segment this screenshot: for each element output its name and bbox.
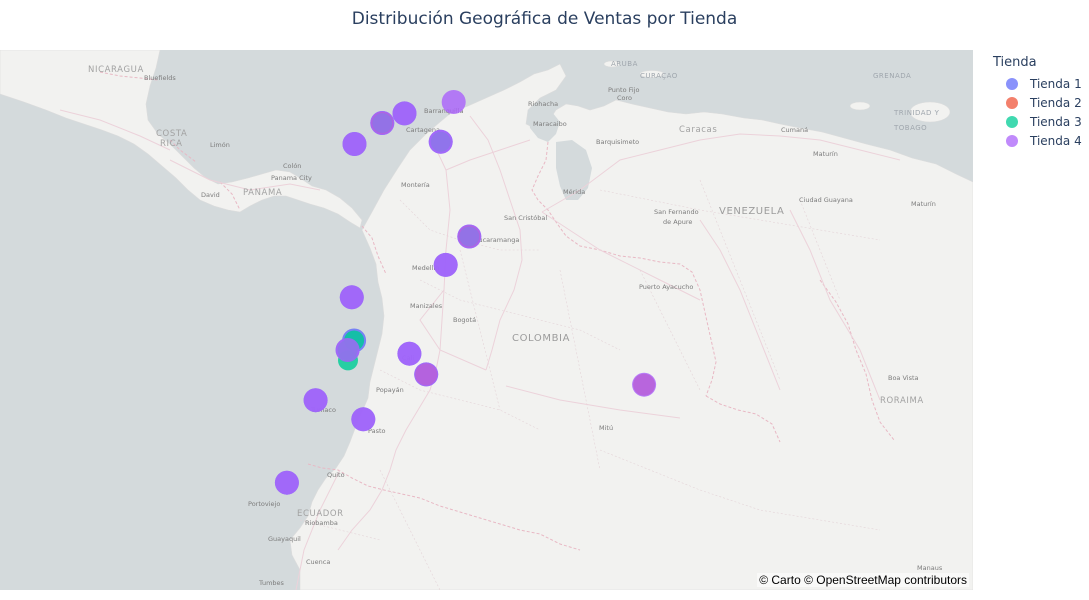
city-label-boa-vista: Boa Vista xyxy=(888,374,919,382)
country-label-costa-rica-2: RICA xyxy=(160,139,183,149)
marker-tienda-4-6[interactable] xyxy=(433,252,458,277)
city-label-tumbes: Tumbes xyxy=(258,579,285,587)
label-trinidad-1: TRINIDAD Y xyxy=(893,109,940,117)
island-curacao xyxy=(639,70,665,78)
chart-title: Distribución Geográfica de Ventas por Ti… xyxy=(351,9,738,29)
city-label-maracaibo: Maracaibo xyxy=(533,120,567,128)
lake-maracaibo xyxy=(556,140,592,200)
label-grenada: GRENADA xyxy=(873,72,911,80)
marker-tienda-4-3[interactable] xyxy=(441,90,466,114)
markers-layer[interactable] xyxy=(274,90,657,495)
legend-label: Tienda 2 xyxy=(1030,95,1082,110)
legend-item-tienda-3[interactable]: Tienda 3 xyxy=(993,112,1089,131)
city-label-maturin: Maturín xyxy=(813,150,838,158)
label-trinidad-2: TOBAGO xyxy=(893,124,927,132)
marker-tienda-4-1[interactable] xyxy=(370,111,395,135)
legend-label: Tienda 4 xyxy=(1030,133,1082,148)
legend-label: Tienda 1 xyxy=(1030,76,1082,91)
legend-title: Tienda xyxy=(993,55,1037,70)
city-label-david: David xyxy=(201,191,220,199)
label-curacao: CURAÇAO xyxy=(640,72,678,80)
city-label-cartagena: Cartagena xyxy=(406,126,440,134)
marker-tienda-4-4[interactable] xyxy=(428,129,453,154)
city-label-quito: Quito xyxy=(327,471,345,479)
country-label-panama: PANAMA xyxy=(243,188,282,198)
city-label-limon: Limón xyxy=(210,141,230,149)
legend-swatch xyxy=(1006,134,1018,147)
marker-tienda-4-5[interactable] xyxy=(457,224,482,249)
city-label-pasto: Pasto xyxy=(368,427,386,435)
city-label-barquisimeto: Barquisimeto xyxy=(596,138,639,146)
region-borders xyxy=(299,179,881,590)
country-label-venezuela: VENEZUELA xyxy=(719,206,785,217)
island-aruba xyxy=(603,60,621,68)
legend-swatch xyxy=(1006,115,1018,128)
marker-tienda-4-8[interactable] xyxy=(335,338,360,362)
country-label-ecuador: ECUADOR xyxy=(297,509,344,519)
marker-tienda-4-12[interactable] xyxy=(303,388,328,413)
city-label-cumana: Cumaná xyxy=(781,126,808,134)
city-label-tumaco: Tumaco xyxy=(310,406,336,414)
city-label-ciudad-guayana: Ciudad Guayana xyxy=(799,196,853,204)
city-label-bluefields: Bluefields xyxy=(144,74,176,82)
label-aruba: ARUBA xyxy=(611,60,638,68)
marker-tienda-4-13[interactable] xyxy=(351,407,376,432)
city-label-medellin: Medellín xyxy=(412,264,439,272)
city-label-bogota: Bogotá xyxy=(453,316,476,324)
city-label-riohacha: Riohacha xyxy=(528,100,558,108)
city-label-coro: Coro xyxy=(617,94,632,102)
gulf-of-venezuela xyxy=(528,108,560,142)
city-label-bucaramanga: Bucaramanga xyxy=(474,236,519,244)
legend-swatch xyxy=(1006,96,1018,109)
city-label-colon: Colón xyxy=(283,162,301,170)
city-label-merida: Mérida xyxy=(563,188,585,196)
land-central-america xyxy=(0,50,363,229)
legend-item-tienda-1[interactable]: Tienda 1 xyxy=(993,74,1089,93)
legend-swatch xyxy=(1006,77,1018,90)
city-label-mitu: Mitú xyxy=(599,424,613,432)
city-label-maturin-2: Maturín xyxy=(911,200,936,208)
island-margarita xyxy=(849,101,871,111)
legend-item-tienda-2[interactable]: Tienda 2 xyxy=(993,93,1089,112)
city-label-puerto-ayacucho: Puerto Ayacucho xyxy=(639,283,693,291)
map-svg[interactable]: NICARAGUA COSTA RICA PANAMA VENEZUELA CO… xyxy=(0,50,973,590)
city-label-riobamba: Riobamba xyxy=(305,519,338,527)
city-label-manizales: Manizales xyxy=(410,302,443,310)
city-label-manaus: Manaus xyxy=(917,564,943,572)
map-attribution[interactable]: © Carto © OpenStreetMap contributors xyxy=(757,573,969,587)
city-label-punto-fijo: Punto Fijo xyxy=(608,86,640,94)
marker-tienda-4-2[interactable] xyxy=(392,101,417,126)
city-label-portoviejo: Portoviejo xyxy=(248,500,280,508)
city-label-barranquilla: Barranquilla xyxy=(424,107,463,115)
country-label-roraima: RORAIMA xyxy=(880,396,924,406)
country-borders xyxy=(99,71,895,551)
legend: Tienda Tienda 1 Tienda 2 Tienda 3 Tienda… xyxy=(993,55,1089,150)
roads xyxy=(59,109,901,590)
legend-item-tienda-4[interactable]: Tienda 4 xyxy=(993,131,1089,150)
city-label-panama-city: Panama City xyxy=(271,174,312,182)
city-label-cuenca: Cuenca xyxy=(306,558,330,566)
city-label-monteria: Montería xyxy=(401,181,430,189)
city-label-san-fernando-1: San Fernando xyxy=(654,208,699,216)
country-label-colombia: COLOMBIA xyxy=(512,333,570,344)
marker-tienda-4-9[interactable] xyxy=(397,341,422,366)
marker-tienda-4-11[interactable] xyxy=(632,372,657,397)
marker-tienda-4-0[interactable] xyxy=(342,132,367,156)
city-label-guayaquil: Guayaquil xyxy=(268,535,301,543)
marker-tienda-4-7[interactable] xyxy=(339,285,364,310)
city-label-san-cristobal: San Cristóbal xyxy=(504,214,547,222)
country-label-costa-rica-1: COSTA xyxy=(156,129,187,139)
city-label-caracas: Caracas xyxy=(679,125,717,135)
city-label-popayan: Popayán xyxy=(376,386,404,394)
country-label-nicaragua: NICARAGUA xyxy=(88,65,144,75)
city-label-san-fernando-2: de Apure xyxy=(663,218,692,226)
island-trinidad xyxy=(909,101,951,123)
marker-tienda-4-10[interactable] xyxy=(414,362,439,387)
legend-label: Tienda 3 xyxy=(1030,114,1082,129)
map-area[interactable]: NICARAGUA COSTA RICA PANAMA VENEZUELA CO… xyxy=(0,50,973,590)
marker-tienda-4-14[interactable] xyxy=(274,470,299,495)
